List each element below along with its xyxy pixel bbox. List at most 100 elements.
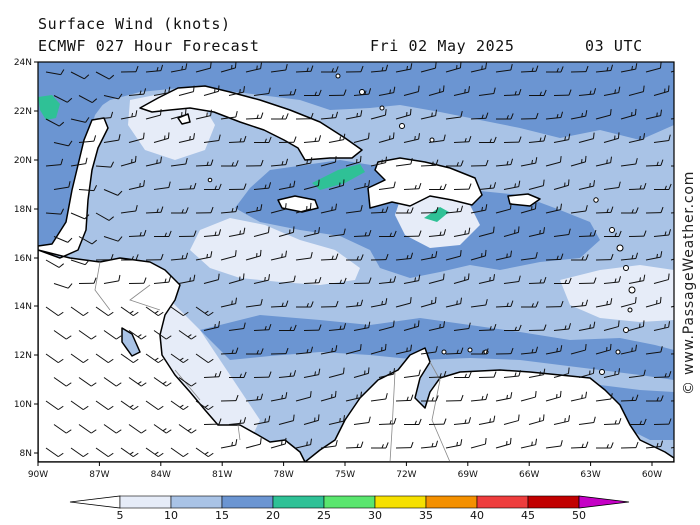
- wind-barb: [595, 393, 613, 402]
- wind-barb: [78, 185, 98, 192]
- wind-barb: [45, 400, 64, 411]
- wind-barb: [320, 66, 339, 73]
- wind-barb: [220, 347, 239, 355]
- wind-barb: [78, 424, 97, 434]
- wind-barb: [503, 136, 522, 143]
- wind-barb: [45, 158, 64, 167]
- wind-barb: [603, 230, 622, 237]
- wind-barb: [328, 415, 345, 425]
- wind-barb: [145, 109, 162, 120]
- wind-barb: [295, 391, 312, 402]
- wind-barb: [528, 89, 547, 96]
- wind-barb: [470, 112, 489, 120]
- wind-barb: [295, 202, 312, 214]
- wind-barb: [303, 179, 320, 190]
- wind-barb: [645, 109, 662, 120]
- wind-barb: [628, 418, 647, 425]
- wind-barb: [195, 306, 214, 317]
- wind-barb: [120, 65, 139, 73]
- wind-barb: [445, 160, 464, 167]
- wind-barb: [203, 229, 222, 237]
- wind-barb: [478, 415, 496, 425]
- island: [599, 369, 605, 375]
- wind-barb: [228, 322, 246, 331]
- wind-barb: [478, 182, 497, 190]
- lon-tick-label: 69W: [458, 470, 478, 480]
- wind-barb: [145, 253, 164, 261]
- wind-barb: [470, 348, 489, 355]
- wind-barb: [470, 438, 487, 449]
- wind-barb: [253, 274, 270, 284]
- wind-barb: [603, 181, 621, 190]
- wind-barb: [578, 416, 596, 425]
- wind-barb: [103, 330, 122, 340]
- wind-barb: [328, 367, 345, 378]
- wind-barb: [470, 393, 489, 402]
- wind-barb: [203, 273, 220, 284]
- wind-barb: [303, 414, 320, 425]
- wind-barb: [253, 226, 270, 237]
- wind-barb: [278, 414, 295, 425]
- wind-barb: [78, 277, 97, 284]
- wind-barb: [103, 134, 121, 143]
- wind-barb: [620, 441, 639, 449]
- wind-barb: [403, 274, 421, 284]
- island: [379, 105, 385, 111]
- wind-barb: [403, 182, 422, 190]
- wind-barb: [195, 400, 214, 411]
- wind-barb: [595, 442, 614, 449]
- wind-zone-light-3: [560, 265, 674, 322]
- wind-barb: [178, 230, 197, 237]
- wind-barb: [178, 182, 197, 190]
- wind-barb: [120, 306, 139, 317]
- wind-barb: [70, 212, 90, 220]
- wind-barb: [645, 346, 663, 355]
- wind-barb: [553, 179, 570, 190]
- wind-barb: [128, 229, 147, 237]
- wind-barb: [520, 112, 539, 120]
- wind-barb: [428, 418, 447, 425]
- wind-barb: [395, 344, 412, 355]
- wind-barb: [653, 85, 670, 96]
- wind-barb: [453, 227, 471, 237]
- wind-barb: [170, 252, 189, 261]
- wind-barb: [303, 324, 322, 331]
- wind-barb: [428, 229, 447, 237]
- wind-barb: [445, 439, 463, 449]
- wind-barb: [403, 320, 420, 331]
- wind-barb: [370, 206, 389, 214]
- colorbar-label: 20: [266, 509, 280, 522]
- wind-barb: [578, 277, 597, 284]
- wind-barb: [95, 253, 114, 261]
- wind-barb: [503, 88, 522, 96]
- wind-barb: [495, 300, 514, 308]
- wind-barb: [353, 367, 370, 378]
- wind-barb: [428, 134, 446, 143]
- wind-barb: [270, 113, 289, 120]
- forecast-date: Fri 02 May 2025: [370, 37, 515, 55]
- island: [616, 244, 624, 252]
- wind-barb: [478, 87, 496, 96]
- wind-barb: [170, 108, 187, 120]
- wind-barb: [278, 136, 297, 143]
- wind-barb: [545, 156, 562, 167]
- wind-barb: [370, 253, 389, 261]
- wind-barb: [270, 203, 287, 214]
- colorbar-label: 10: [164, 509, 178, 522]
- wind-barb: [320, 111, 339, 120]
- wind-barb: [145, 156, 162, 167]
- cuba-land: [139, 85, 363, 161]
- wind-barb: [320, 300, 339, 308]
- wind-barb: [403, 369, 421, 378]
- wind-barb: [520, 65, 539, 73]
- lake-nicaragua: [121, 327, 141, 357]
- colorbar-label: 45: [521, 509, 535, 522]
- island: [593, 197, 599, 203]
- wind-barb: [645, 159, 664, 167]
- wind-barb: [195, 159, 214, 167]
- lon-tick-label: 90W: [28, 470, 48, 480]
- wind-barb: [428, 273, 445, 284]
- wind-barb: [353, 321, 371, 331]
- wind-barb: [595, 298, 613, 308]
- wind-barb: [245, 249, 262, 261]
